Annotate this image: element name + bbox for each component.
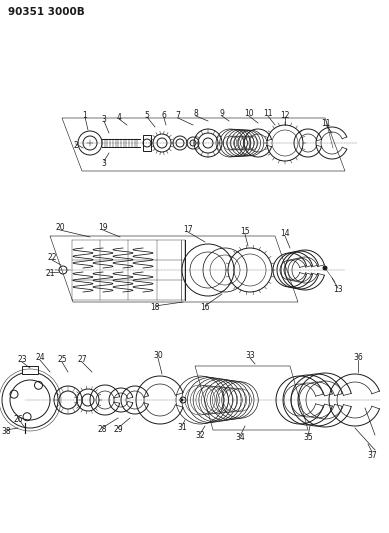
Text: 37: 37 xyxy=(367,450,377,459)
Text: 29: 29 xyxy=(113,425,123,434)
Text: 90351 3000B: 90351 3000B xyxy=(8,7,85,17)
Text: 30: 30 xyxy=(153,351,163,360)
Text: 15: 15 xyxy=(240,228,250,237)
Text: 5: 5 xyxy=(145,110,149,119)
Text: 25: 25 xyxy=(57,356,67,365)
Text: 11: 11 xyxy=(321,118,331,127)
Text: 13: 13 xyxy=(333,286,343,295)
Text: 36: 36 xyxy=(353,353,363,362)
Bar xyxy=(143,135,151,151)
Text: 20: 20 xyxy=(55,223,65,232)
Text: 3: 3 xyxy=(102,158,107,167)
Text: 19: 19 xyxy=(98,223,108,232)
Text: 8: 8 xyxy=(194,109,198,118)
Text: 10: 10 xyxy=(244,109,254,118)
Text: 12: 12 xyxy=(280,110,290,119)
Text: 7: 7 xyxy=(175,111,180,120)
Text: 18: 18 xyxy=(150,303,160,312)
Text: 34: 34 xyxy=(235,433,245,442)
Text: 2: 2 xyxy=(74,141,78,150)
Text: 28: 28 xyxy=(97,425,107,434)
Text: 16: 16 xyxy=(200,303,210,312)
Text: 11: 11 xyxy=(263,109,273,118)
Text: 38: 38 xyxy=(1,427,11,437)
Text: 32: 32 xyxy=(195,432,205,440)
Text: 24: 24 xyxy=(35,353,45,362)
Text: 31: 31 xyxy=(177,424,187,432)
Text: 4: 4 xyxy=(117,112,121,122)
Text: 22: 22 xyxy=(47,254,57,262)
Text: 1: 1 xyxy=(82,110,88,119)
Text: 33: 33 xyxy=(245,351,255,360)
Text: 3: 3 xyxy=(102,115,107,124)
Text: 21: 21 xyxy=(45,270,55,279)
Text: 6: 6 xyxy=(161,111,166,120)
Text: 26: 26 xyxy=(13,416,23,424)
Circle shape xyxy=(181,399,183,401)
Bar xyxy=(22,366,38,374)
Text: 14: 14 xyxy=(280,230,290,238)
Circle shape xyxy=(323,266,327,270)
Text: 27: 27 xyxy=(77,356,87,365)
Text: 9: 9 xyxy=(219,109,224,118)
Text: 35: 35 xyxy=(303,433,313,442)
Text: 17: 17 xyxy=(183,225,193,235)
Text: 23: 23 xyxy=(17,356,27,365)
